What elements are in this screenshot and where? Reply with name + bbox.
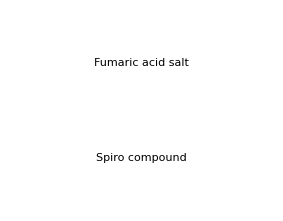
Text: Fumaric acid salt: Fumaric acid salt <box>94 58 189 68</box>
Text: Spiro compound: Spiro compound <box>96 153 187 163</box>
